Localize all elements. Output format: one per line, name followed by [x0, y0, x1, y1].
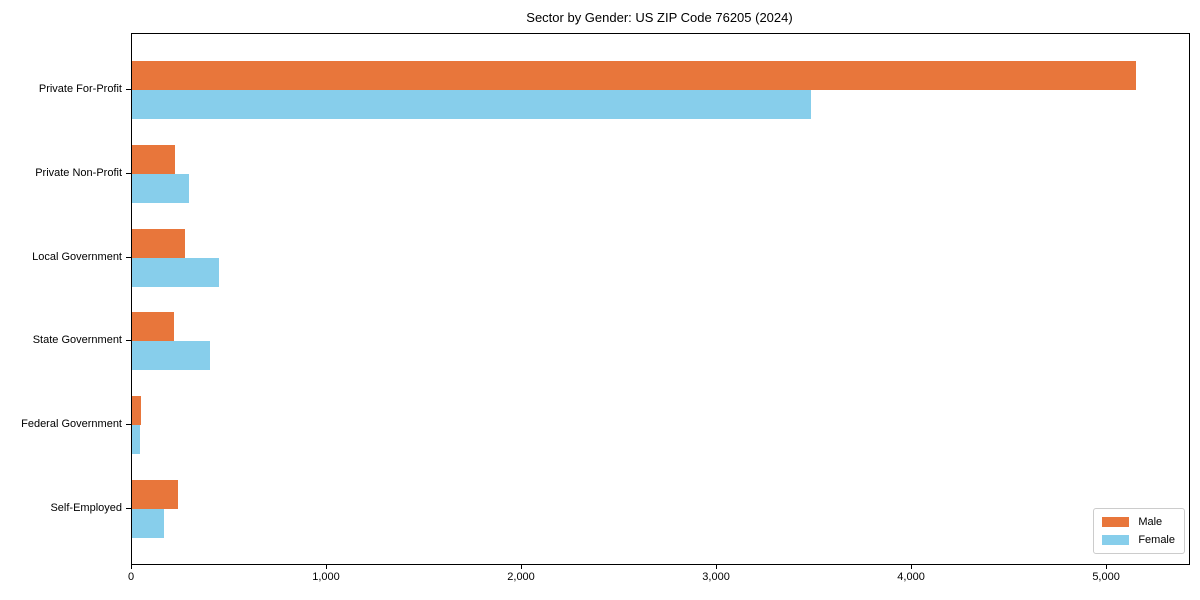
y-tick-mark: [126, 508, 131, 509]
x-tick-label: 3,000: [702, 571, 730, 583]
plot-area: Male Female: [131, 33, 1190, 565]
chart-title: Sector by Gender: US ZIP Code 76205 (202…: [526, 10, 793, 25]
x-tick-mark: [716, 564, 718, 569]
x-tick-label: 1,000: [312, 571, 340, 583]
y-tick-mark: [126, 340, 131, 342]
y-tick-mark: [126, 172, 131, 174]
y-axis-label: State Government: [32, 334, 122, 347]
y-axis-label: Self-Employed: [50, 502, 122, 514]
y-tick-mark: [126, 424, 131, 426]
x-tick-mark: [131, 564, 132, 569]
bar-male-1: [132, 61, 1136, 90]
legend-label-female: Female: [1138, 534, 1175, 546]
bar-male-5: [132, 396, 141, 426]
y-axis-label: Federal Government: [21, 418, 122, 431]
bar-male-4: [132, 312, 174, 342]
y-axis-label: Private For-Profit: [38, 83, 122, 95]
legend-item-male: Male: [1102, 516, 1175, 528]
legend-label-male: Male: [1138, 516, 1163, 528]
y-axis-label: Local Government: [32, 250, 122, 263]
x-tick-mark: [521, 564, 523, 569]
legend-swatch-female: [1102, 535, 1130, 545]
bar-female-3: [132, 257, 219, 287]
y-tick-mark: [126, 256, 131, 258]
bar-male-3: [132, 228, 185, 258]
x-tick-label: 0: [127, 571, 135, 583]
x-tick-label: 2,000: [507, 571, 535, 583]
x-tick-label: 4,000: [897, 571, 925, 583]
bar-female-2: [132, 173, 189, 203]
bar-female-5: [132, 425, 140, 455]
legend: Male Female: [1093, 508, 1185, 554]
x-tick-mark: [1106, 564, 1108, 569]
bar-female-4: [132, 341, 210, 371]
bar-male-2: [132, 144, 175, 174]
bar-female-1: [132, 90, 811, 119]
legend-swatch-male: [1102, 517, 1130, 527]
bar-female-6: [132, 509, 164, 538]
x-tick-mark: [911, 564, 913, 569]
x-tick-mark: [326, 564, 328, 569]
legend-item-female: Female: [1102, 534, 1175, 546]
y-axis-label: Private Non-Profit: [35, 166, 122, 179]
x-tick-label: 5,000: [1092, 571, 1120, 583]
y-tick-mark: [126, 89, 131, 90]
bar-male-6: [132, 480, 178, 509]
